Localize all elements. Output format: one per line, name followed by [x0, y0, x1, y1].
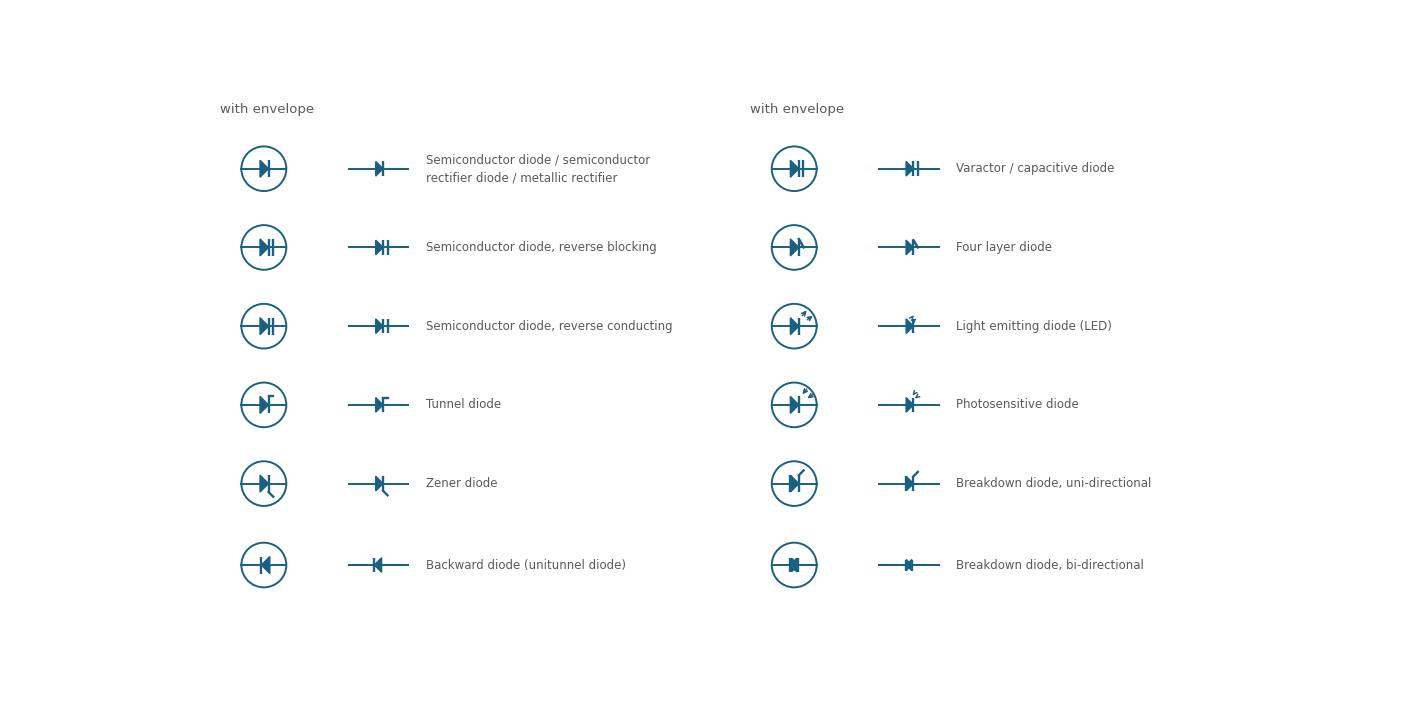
Polygon shape	[906, 560, 912, 570]
Polygon shape	[260, 160, 268, 177]
Text: Zener diode: Zener diode	[426, 477, 497, 490]
Polygon shape	[906, 398, 913, 412]
Polygon shape	[261, 556, 270, 573]
Text: Breakdown diode, uni-directional: Breakdown diode, uni-directional	[957, 477, 1151, 490]
Polygon shape	[260, 475, 268, 492]
Polygon shape	[790, 558, 797, 572]
Text: Semiconductor diode, reverse blocking: Semiconductor diode, reverse blocking	[426, 241, 656, 254]
Polygon shape	[790, 475, 799, 492]
Polygon shape	[260, 239, 268, 256]
Polygon shape	[375, 161, 384, 176]
Polygon shape	[906, 560, 912, 570]
Polygon shape	[792, 558, 799, 572]
Text: Four layer diode: Four layer diode	[957, 241, 1053, 254]
Polygon shape	[906, 319, 913, 333]
Polygon shape	[375, 477, 384, 491]
Text: Varactor / capacitive diode: Varactor / capacitive diode	[957, 162, 1115, 176]
Text: Breakdown diode, bi-directional: Breakdown diode, bi-directional	[957, 558, 1144, 572]
Text: Semiconductor diode, reverse conducting: Semiconductor diode, reverse conducting	[426, 319, 672, 333]
Polygon shape	[790, 160, 799, 177]
Polygon shape	[790, 239, 799, 256]
Text: with envelope: with envelope	[751, 102, 845, 116]
Polygon shape	[790, 396, 799, 413]
Text: Semiconductor diode / semiconductor
rectifier diode / metallic rectifier: Semiconductor diode / semiconductor rect…	[426, 153, 650, 184]
Polygon shape	[906, 477, 913, 491]
Polygon shape	[260, 396, 268, 413]
Text: Tunnel diode: Tunnel diode	[426, 398, 501, 412]
Text: Photosensitive diode: Photosensitive diode	[957, 398, 1079, 412]
Polygon shape	[375, 319, 384, 333]
Polygon shape	[374, 558, 381, 572]
Polygon shape	[375, 240, 384, 255]
Polygon shape	[375, 398, 384, 412]
Text: Light emitting diode (LED): Light emitting diode (LED)	[957, 319, 1112, 333]
Polygon shape	[260, 318, 268, 335]
Polygon shape	[906, 161, 913, 176]
Polygon shape	[790, 318, 799, 335]
Text: with envelope: with envelope	[220, 102, 315, 116]
Polygon shape	[906, 240, 913, 255]
Text: Backward diode (unitunnel diode): Backward diode (unitunnel diode)	[426, 558, 625, 572]
